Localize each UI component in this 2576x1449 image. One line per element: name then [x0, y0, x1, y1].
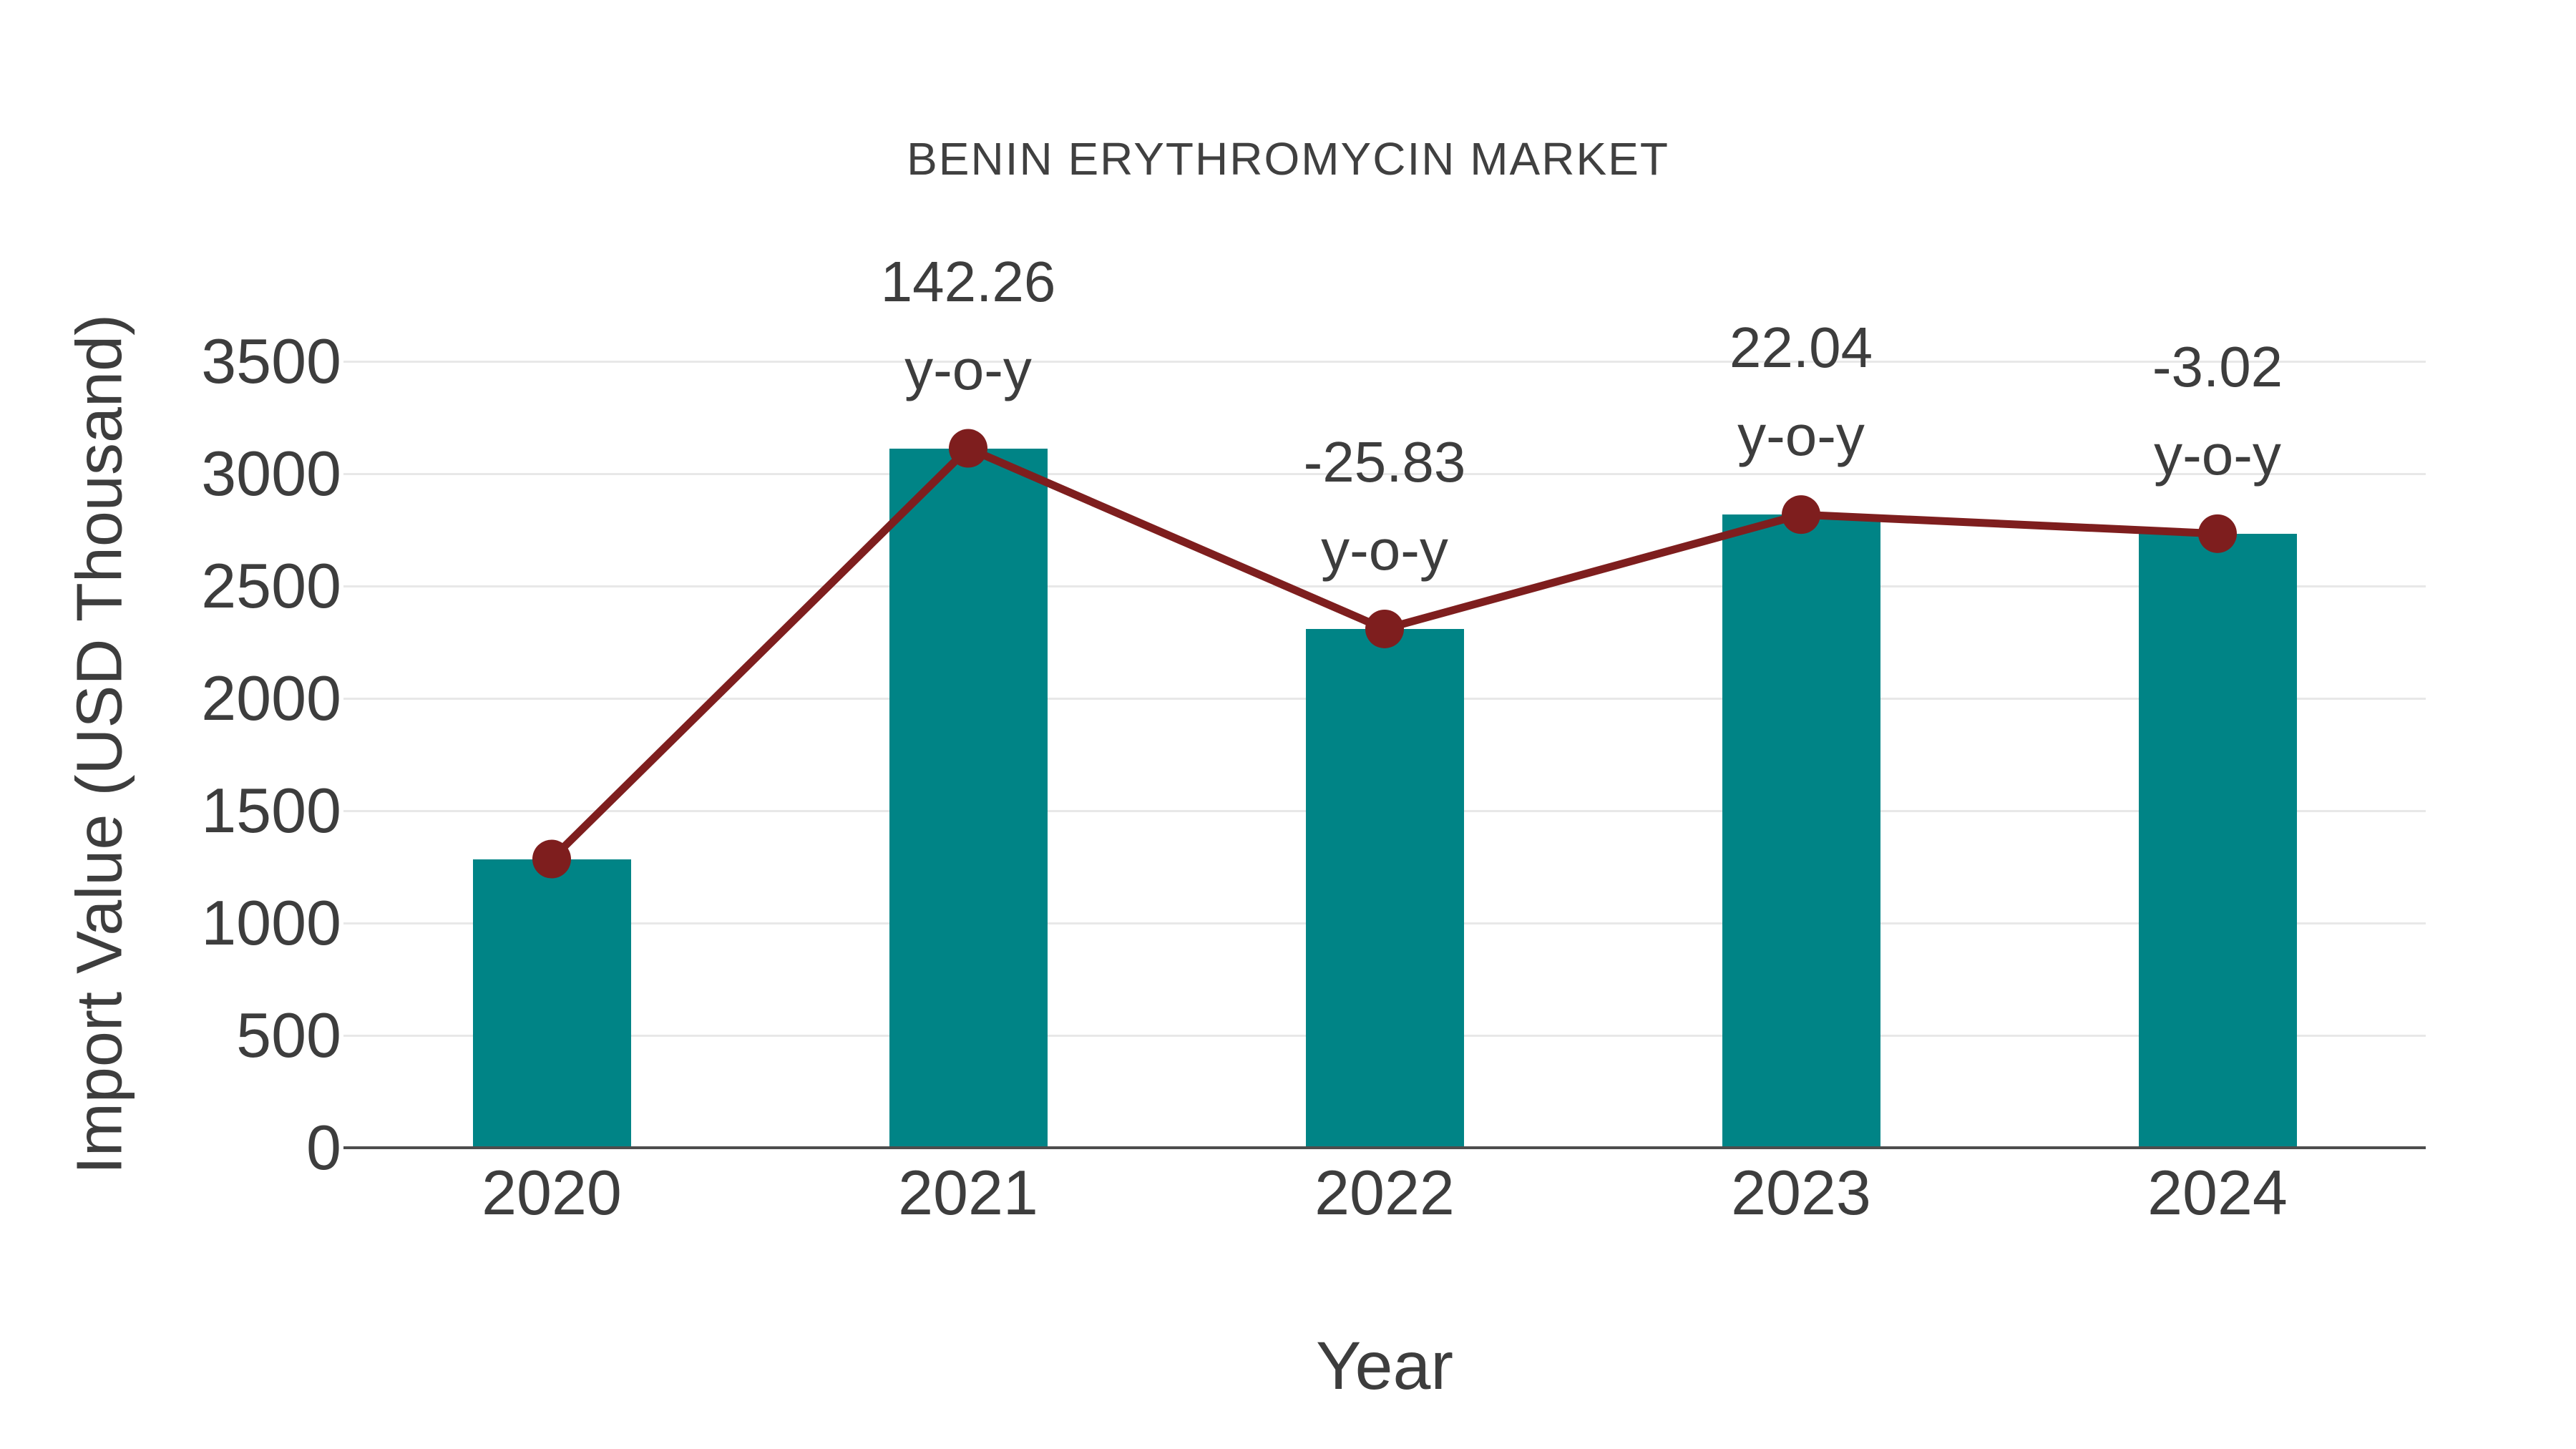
gridline — [343, 472, 2426, 475]
y-tick-label: 1500 — [201, 775, 341, 846]
annotation-suffix-2023: y-o-y — [1737, 404, 1865, 468]
gridline — [343, 585, 2426, 587]
annotation-suffix-2022: y-o-y — [1321, 517, 1448, 582]
bar-2023 — [1722, 514, 1880, 1148]
annotation-suffix-2021: y-o-y — [904, 337, 1032, 401]
line-marker-2023 — [1782, 495, 1820, 535]
y-tick-label: 1000 — [201, 887, 341, 958]
x-tick-label-2021: 2021 — [898, 1157, 1038, 1228]
chart-title: BENIN ERYTHROMYCIN MARKET — [907, 133, 1669, 185]
y-tick-label: 0 — [306, 1112, 341, 1183]
gridline — [343, 360, 2426, 363]
annotation-value-2024: -3.02 — [2152, 334, 2283, 399]
line-marker-2024 — [2198, 514, 2237, 553]
y-tick-label: 3000 — [201, 438, 341, 509]
bar-2021 — [889, 448, 1048, 1148]
bar-2020 — [472, 859, 631, 1148]
trend-line-path — [549, 443, 2218, 862]
bar-2022 — [1305, 628, 1464, 1148]
x-tick-label-2022: 2022 — [1314, 1157, 1455, 1228]
x-axis-line — [343, 1146, 2426, 1149]
x-tick-label-2020: 2020 — [482, 1157, 622, 1228]
annotation-value-2021: 142.26 — [880, 249, 1056, 313]
y-tick-label: 3500 — [201, 326, 341, 396]
y-tick-label: 2500 — [201, 550, 341, 621]
line-marker-2020 — [532, 839, 571, 879]
x-tick-label-2024: 2024 — [2147, 1157, 2288, 1228]
y-tick-label: 2000 — [201, 663, 341, 733]
x-tick-label-2023: 2023 — [1731, 1157, 1871, 1228]
annotation-value-2022: -25.83 — [1303, 429, 1466, 494]
line-marker-2022 — [1365, 609, 1404, 648]
bar-2024 — [2138, 533, 2297, 1148]
annotation-value-2023: 22.04 — [1729, 316, 1873, 380]
y-tick-label: 500 — [236, 1000, 341, 1070]
line-marker-2021 — [949, 429, 987, 468]
annotation-suffix-2024: y-o-y — [2154, 422, 2281, 487]
x-axis-title: Year — [1316, 1328, 1453, 1404]
